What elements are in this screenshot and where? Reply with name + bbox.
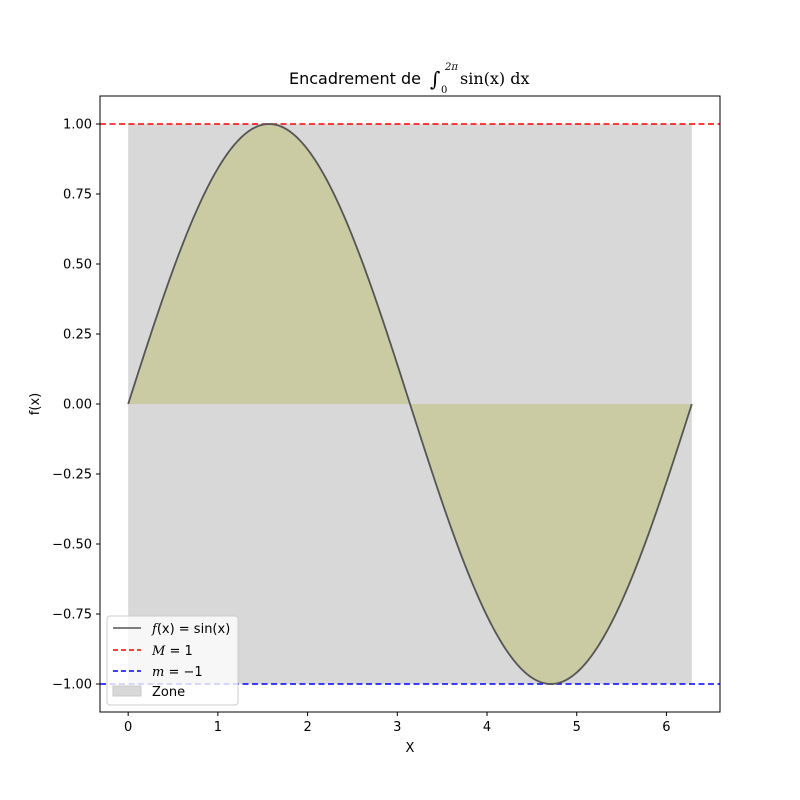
x-tick-label: 6 xyxy=(662,720,670,735)
y-tick-label: −0.25 xyxy=(52,468,92,483)
title-integral-lower: 0 xyxy=(441,85,447,96)
title-integrand: sin(x) dx xyxy=(460,69,530,88)
title-prefix: Encadrement de xyxy=(289,69,421,88)
y-tick-label: 0.75 xyxy=(63,188,92,203)
y-tick-label: −0.50 xyxy=(52,538,92,553)
y-tick-label: 0.00 xyxy=(63,398,92,413)
x-tick-label: 3 xyxy=(393,720,401,735)
y-axis-label: f(x) xyxy=(28,393,43,415)
sin-curve xyxy=(127,123,693,685)
legend-label-zone: Zone xyxy=(152,685,185,700)
plot-content xyxy=(100,123,720,685)
plot-area xyxy=(99,95,721,713)
x-axis-label: X xyxy=(406,741,415,756)
legend-label-M: M = 1 xyxy=(151,644,193,659)
title-integral-upper: 2π xyxy=(444,62,458,73)
y-tick-label: 1.00 xyxy=(63,118,92,133)
y-tick-label: 0.50 xyxy=(63,258,92,273)
x-tick-label: 1 xyxy=(214,720,222,735)
y-tick-label: 0.25 xyxy=(63,328,92,343)
x-tick-label: 5 xyxy=(573,720,581,735)
x-tick-label: 4 xyxy=(483,720,491,735)
y-tick-label: −1.00 xyxy=(52,678,92,693)
legend-swatch-zone xyxy=(112,685,142,697)
legend: f(x) = sin(x) M = 1 m = −1 Zone xyxy=(106,615,239,706)
title-integral-symbol: ∫ xyxy=(430,67,440,91)
x-tick-label: 0 xyxy=(124,720,132,735)
chart-title: Encadrement de ∫ 0 2π sin(x) dx xyxy=(289,62,530,96)
legend-label-m: m = −1 xyxy=(152,665,203,680)
x-tick-label: 2 xyxy=(303,720,311,735)
y-ticks: 1.00 0.75 0.50 0.25 0.00 −0.25 −0.50 −0.75 −1.00 xyxy=(52,118,100,693)
legend-frame xyxy=(106,615,239,706)
legend-label-sin: f(x) = sin(x) xyxy=(151,622,230,637)
x-ticks: 0 1 2 3 4 5 6 xyxy=(124,712,671,735)
y-tick-label: −0.75 xyxy=(52,608,92,623)
